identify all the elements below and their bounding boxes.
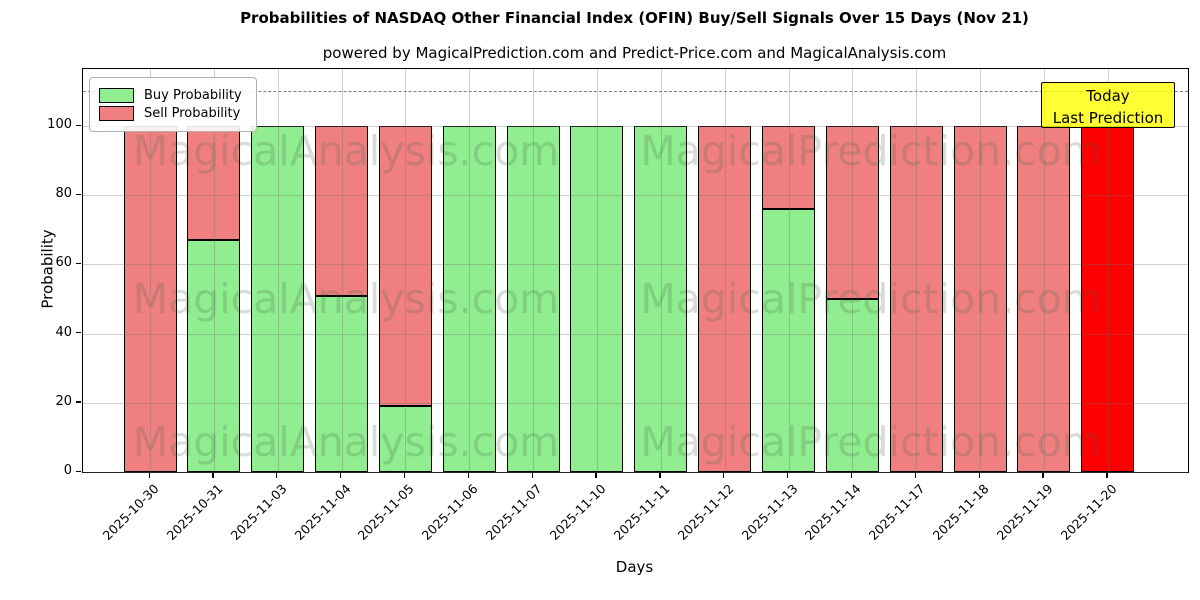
- y-tick-label: 0: [63, 463, 72, 478]
- bar-segment-sell: [123, 126, 177, 472]
- x-tick-mark: [1106, 472, 1108, 478]
- chart-subtitle: powered by MagicalPrediction.com and Pre…: [322, 44, 947, 62]
- bar-segment-sell: [187, 126, 241, 241]
- bar-segment-sell: [315, 126, 369, 296]
- bar-segment-buy: [634, 126, 688, 472]
- gridline-vertical: [1107, 69, 1109, 472]
- gridline-vertical: [469, 69, 471, 472]
- bar-segment-sell: [889, 126, 943, 472]
- x-tick-mark: [850, 472, 853, 478]
- bar-segment-sell: [1017, 126, 1071, 472]
- y-tick-mark: [76, 332, 81, 334]
- gridline-vertical: [660, 69, 662, 472]
- x-axis-label: Days: [615, 558, 654, 576]
- bar-segment-buy: [187, 240, 241, 472]
- legend: Buy Probability Sell Probability: [89, 77, 257, 132]
- bar-segment-sell: [1081, 126, 1135, 472]
- bar-segment-sell: [762, 126, 815, 210]
- legend-item-sell: Sell Probability: [99, 106, 242, 121]
- gridline-horizontal: [83, 264, 1188, 266]
- x-tick-mark: [978, 472, 980, 478]
- bar-segment-buy: [251, 126, 305, 472]
- x-tick-mark: [595, 472, 597, 478]
- plot-area: Buy Probability Sell Probability Today L…: [82, 68, 1189, 473]
- today-annotation-box: Today Last Prediction: [1041, 82, 1175, 128]
- buy-probability-swatch: [99, 88, 134, 103]
- x-tick-mark: [467, 472, 470, 478]
- gridline-vertical: [852, 69, 854, 472]
- x-tick-mark: [212, 472, 214, 478]
- x-tick-mark: [723, 472, 725, 478]
- x-tick-mark: [787, 472, 789, 478]
- y-tick-mark: [76, 193, 81, 196]
- gridline-vertical: [213, 69, 215, 472]
- x-tick-mark: [659, 472, 661, 478]
- bar-segment-buy: [762, 209, 815, 472]
- y-tick-label: 80: [55, 186, 72, 202]
- y-tick-mark: [76, 124, 81, 126]
- gridline-vertical: [341, 69, 343, 472]
- gridline-horizontal: [83, 126, 1188, 128]
- gridline-horizontal: [83, 472, 1188, 473]
- x-tick-mark: [1042, 472, 1044, 478]
- gridline-vertical: [1043, 69, 1045, 472]
- y-tick-mark: [76, 401, 81, 403]
- x-tick-mark: [531, 472, 533, 478]
- y-tick-label: 100: [47, 117, 72, 133]
- legend-label-sell: Sell Probability: [144, 106, 241, 121]
- bar-segment-buy: [315, 295, 369, 472]
- bar-segment-buy: [506, 126, 560, 472]
- bar-segment-buy: [570, 126, 624, 472]
- gridline-vertical: [724, 69, 726, 472]
- today-annotation-line2: Last Prediction: [1052, 109, 1164, 127]
- x-tick-mark: [340, 472, 342, 478]
- y-tick-label: 60: [55, 255, 72, 271]
- gridline-vertical: [980, 69, 982, 472]
- bar-segment-buy: [378, 406, 432, 472]
- x-tick-mark: [148, 472, 150, 478]
- x-tick-mark: [276, 472, 278, 478]
- today-annotation-line1: Today: [1086, 87, 1130, 105]
- gridline-vertical: [277, 69, 279, 472]
- x-tick-mark: [914, 472, 916, 478]
- gridline-vertical: [788, 69, 790, 472]
- gridline-vertical: [596, 69, 598, 472]
- bar-segment-sell: [378, 126, 432, 407]
- bar-segment-buy: [442, 126, 496, 472]
- y-tick-mark: [76, 262, 81, 265]
- gridline-horizontal: [83, 333, 1188, 335]
- y-tick-mark: [76, 470, 81, 472]
- legend-item-buy: Buy Probability: [99, 88, 242, 103]
- gridline-vertical: [533, 69, 535, 472]
- sell-probability-swatch: [99, 106, 134, 121]
- bar-segment-sell: [953, 126, 1007, 472]
- legend-label-buy: Buy Probability: [144, 88, 242, 103]
- bar-segment-sell: [825, 126, 879, 300]
- y-tick-label: 20: [55, 393, 72, 409]
- gridline-vertical: [150, 69, 151, 472]
- x-tick-mark: [403, 472, 406, 478]
- bar-segment-buy: [825, 299, 879, 472]
- gridline-vertical: [405, 69, 407, 472]
- gridline-horizontal: [83, 402, 1188, 404]
- dashed-threshold-line: [83, 91, 1188, 93]
- bar-segment-sell: [698, 126, 752, 472]
- gridline-horizontal: [83, 195, 1188, 197]
- chart-title: Probabilities of NASDAQ Other Financial …: [240, 9, 1029, 27]
- gridline-vertical: [916, 69, 918, 472]
- y-tick-label: 40: [55, 324, 72, 340]
